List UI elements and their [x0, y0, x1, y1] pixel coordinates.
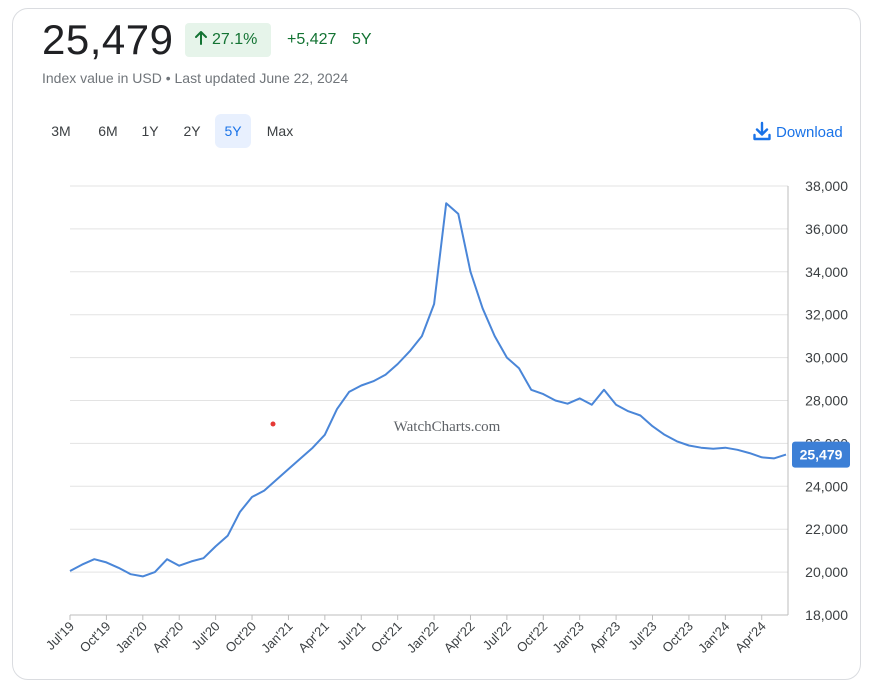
chart-grid — [70, 185, 789, 616]
tab-6m[interactable]: 6M — [98, 123, 118, 139]
tab-2y[interactable]: 2Y — [183, 123, 201, 139]
index-subtitle: Index value in USD • Last updated June 2… — [42, 70, 349, 86]
absolute-change: +5,427 — [287, 31, 337, 48]
tab-3m[interactable]: 3M — [51, 123, 71, 139]
series-line — [69, 202, 787, 578]
current-value-text: 25,479 — [800, 447, 843, 463]
y-tick-label: 24,000 — [805, 478, 848, 494]
y-tick-label: 38,000 — [805, 178, 848, 194]
percent-change-badge: 27.1% — [185, 23, 271, 57]
arrow-up-icon — [195, 31, 207, 45]
y-tick-label: 28,000 — [805, 393, 848, 409]
x-tick-label: Oct'23 — [659, 619, 696, 656]
y-tick-label: 18,000 — [805, 607, 848, 623]
x-tick-label: Apr'20 — [149, 619, 186, 656]
y-tick-label: 34,000 — [805, 264, 848, 280]
x-tick-label: Oct'21 — [368, 619, 405, 656]
x-tick-label: Apr'21 — [295, 619, 332, 656]
current-value-label: 25,479 — [792, 441, 850, 468]
x-tick-label: Jul'19 — [43, 619, 77, 653]
y-axis-ticks: 18,00020,00022,00024,00026,00028,00030,0… — [805, 178, 848, 623]
chart-card — [12, 8, 861, 680]
x-tick-label: Jan'20 — [113, 619, 150, 656]
x-tick-label: Apr'22 — [441, 619, 478, 656]
y-tick-label: 30,000 — [805, 350, 848, 366]
x-tick-label: Apr'24 — [732, 619, 769, 656]
change-period: 5Y — [352, 31, 372, 48]
y-tick-label: 36,000 — [805, 221, 848, 237]
x-tick-label: Jul'20 — [188, 619, 222, 653]
x-tick-label: Jan'22 — [404, 619, 441, 656]
y-tick-label: 22,000 — [805, 521, 848, 537]
x-tick-label: Jan'21 — [258, 619, 295, 656]
download-button[interactable]: Download — [752, 121, 843, 143]
x-tick-label: Jul'23 — [625, 619, 659, 653]
x-tick-label: Oct'20 — [222, 619, 259, 656]
percent-change: 27.1% — [212, 31, 258, 48]
download-icon — [753, 121, 771, 141]
watermark: WatchCharts.com — [394, 419, 501, 435]
x-tick-label: Oct'19 — [77, 619, 114, 656]
x-tick-label: Jul'21 — [334, 619, 368, 653]
y-tick-label: 20,000 — [805, 564, 848, 580]
y-tick-label: 32,000 — [805, 307, 848, 323]
tab-1y[interactable]: 1Y — [141, 123, 159, 139]
tab-max[interactable]: Max — [266, 123, 294, 139]
index-value: 25,479 — [42, 16, 174, 63]
x-tick-label: Oct'22 — [514, 619, 551, 656]
download-label: Download — [776, 124, 843, 141]
x-tick-label: Jan'23 — [549, 619, 586, 656]
x-tick-label: Jul'22 — [480, 619, 514, 653]
tab-5y[interactable]: 5Y — [215, 114, 251, 148]
x-tick-label: Apr'23 — [586, 619, 623, 656]
x-tick-label: Jan'24 — [695, 619, 732, 656]
cursor-dot — [270, 421, 276, 427]
